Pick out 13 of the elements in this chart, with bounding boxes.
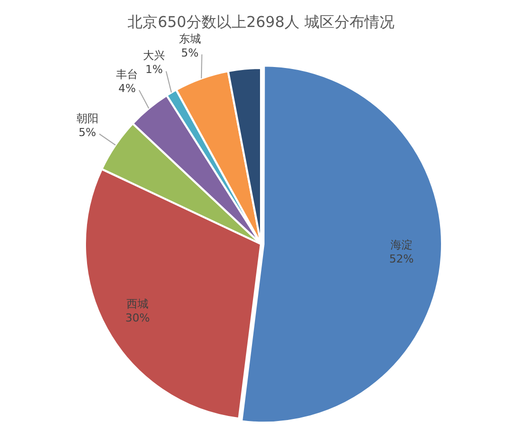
data-label: 1% — [145, 63, 163, 76]
data-label: 52% — [389, 252, 414, 266]
slice-label: 朝阳 — [76, 112, 98, 125]
slice-label: 丰台 — [116, 68, 138, 82]
slice-label: 海淀 — [390, 238, 413, 252]
chart-title: 北京650分数以上2698人 城区分布情况 — [128, 12, 394, 31]
data-label: 5% — [78, 126, 96, 139]
slice-label: 东城 — [178, 32, 201, 46]
data-label: 30% — [125, 312, 150, 325]
data-label: 4% — [118, 82, 136, 96]
data-label: 5% — [181, 46, 199, 60]
slice-label: 大兴 — [143, 49, 166, 62]
slice-label: 西城 — [126, 298, 149, 311]
